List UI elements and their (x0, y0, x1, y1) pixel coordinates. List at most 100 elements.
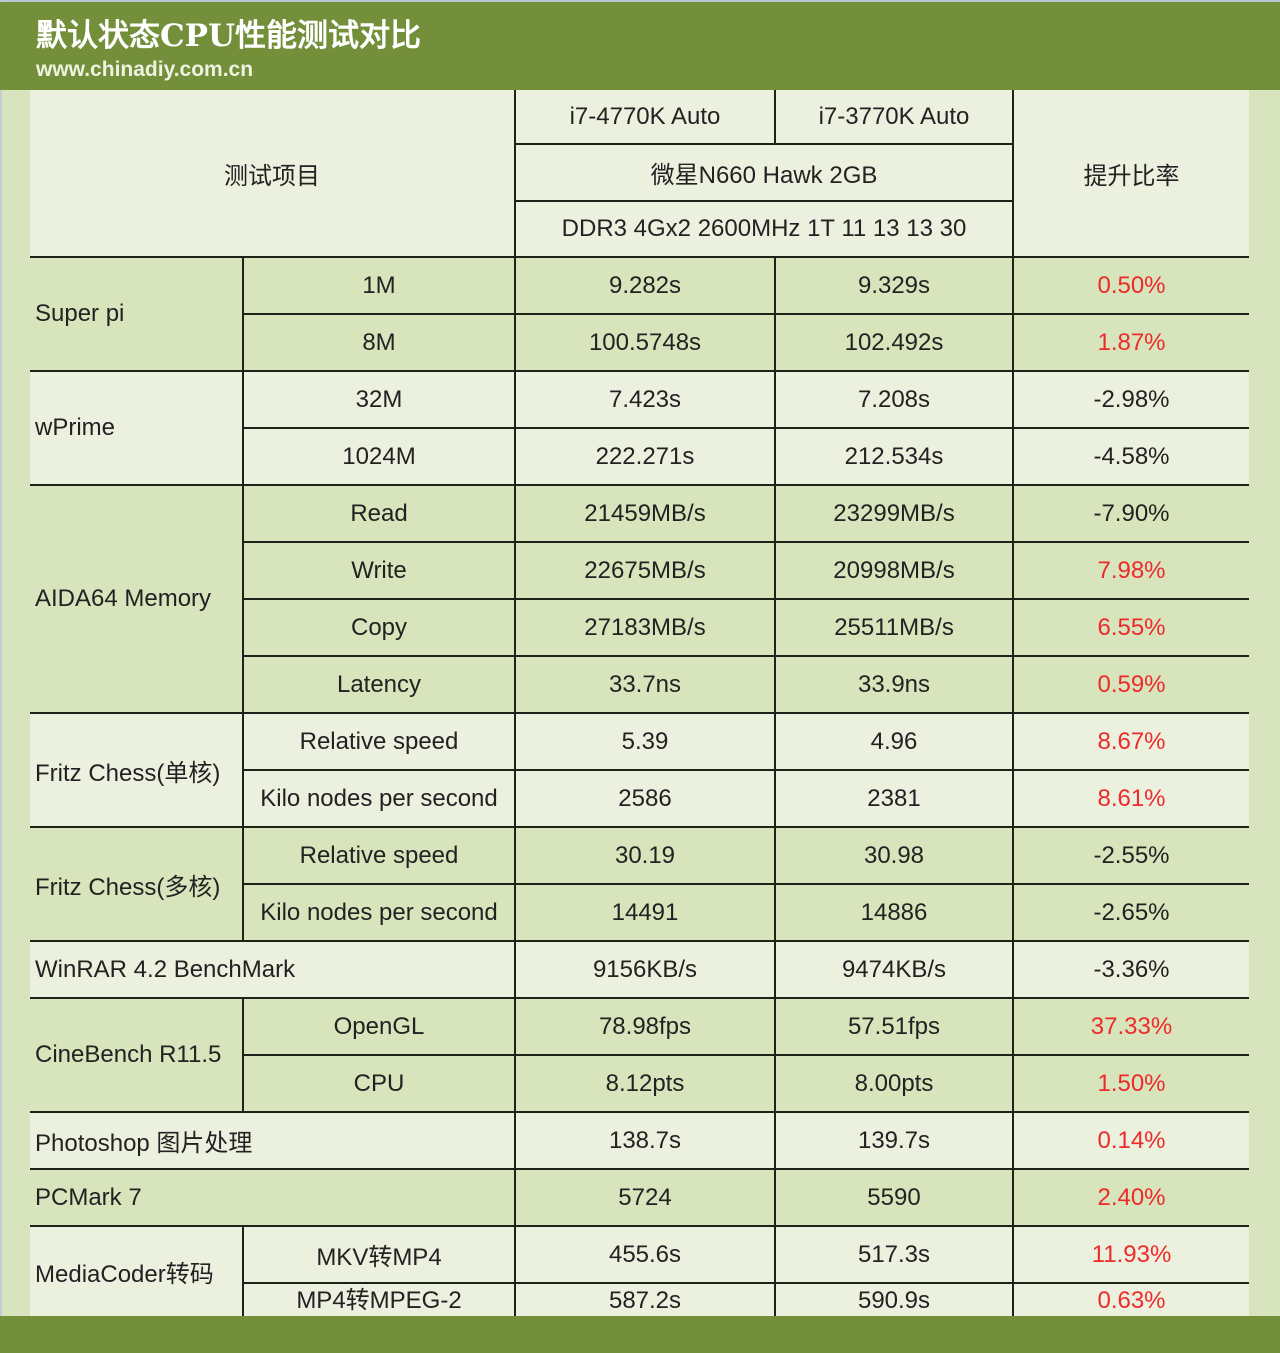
group-label: Fritz Chess(单核) (30, 712, 244, 828)
value-b: 25511MB/s (774, 598, 1014, 657)
table-row: Fritz Chess(多核) Relative speed 30.19 30.… (30, 826, 1249, 942)
value-a: 587.2s (514, 1282, 776, 1317)
ratio-value: 37.33% (1012, 997, 1249, 1056)
value-a: 100.5748s (514, 313, 776, 372)
value-b: 5590 (774, 1168, 1014, 1227)
value-a: 5.39 (514, 712, 776, 771)
table-row: Copy 27183MB/s 25511MB/s 6.55% (30, 598, 1249, 657)
ratio-value: 1.87% (1012, 313, 1249, 372)
ratio-value: 8.61% (1012, 769, 1249, 828)
ratio-value: -3.36% (1012, 940, 1249, 999)
ratio-value: 8.67% (1012, 712, 1249, 771)
sub-item: 1024M (242, 427, 516, 486)
header-band: 默认状态CPU性能测试对比 www.chinadiy.com.cn (0, 2, 1280, 90)
table-row: Super pi 1M 9.282s 9.329s 0.50% (30, 256, 1249, 372)
ratio-value: 0.59% (1012, 655, 1249, 714)
value-b: 7.208s (774, 370, 1014, 429)
value-b: 9474KB/s (774, 940, 1014, 999)
ratio-value: 1.50% (1012, 1054, 1249, 1113)
header-cpu-a: i7-4770K Auto (514, 90, 776, 145)
sub-item: CPU (242, 1054, 516, 1113)
value-a: 7.423s (514, 370, 776, 429)
value-a: 22675MB/s (514, 541, 776, 600)
value-b: 590.9s (774, 1282, 1014, 1317)
value-b: 8.00pts (774, 1054, 1014, 1113)
group-label: PCMark 7 (30, 1168, 516, 1227)
header-test-item: 测试项目 (30, 90, 516, 258)
table-row: WinRAR 4.2 BenchMark 9156KB/s 9474KB/s -… (30, 940, 1249, 999)
table-row: AIDA64 Memory Read 21459MB/s 23299MB/s -… (30, 484, 1249, 714)
value-b: 33.9ns (774, 655, 1014, 714)
top-edge (0, 0, 1280, 2)
value-b: 57.51fps (774, 997, 1014, 1056)
value-b: 30.98 (774, 826, 1014, 885)
value-a: 222.271s (514, 427, 776, 486)
value-a: 455.6s (514, 1225, 776, 1284)
sub-item: 32M (242, 370, 516, 429)
ratio-value: -2.65% (1012, 883, 1249, 942)
footer-band (0, 1316, 1280, 1353)
ratio-value: 6.55% (1012, 598, 1249, 657)
value-a: 5724 (514, 1168, 776, 1227)
group-label: MediaCoder转码 (30, 1225, 244, 1318)
group-label: wPrime (30, 370, 244, 486)
sub-item: OpenGL (242, 997, 516, 1056)
ratio-value: 0.14% (1012, 1111, 1249, 1170)
value-a: 14491 (514, 883, 776, 942)
site-url: www.chinadiy.com.cn (36, 58, 254, 81)
group-label: AIDA64 Memory (30, 484, 244, 714)
sub-item: MP4转MPEG-2 (242, 1282, 516, 1317)
ratio-value: 0.50% (1012, 256, 1249, 315)
left-edge (0, 0, 2, 1353)
value-b: 23299MB/s (774, 484, 1014, 543)
ratio-value: -2.98% (1012, 370, 1249, 429)
sub-item: Read (242, 484, 516, 543)
header-gpu: 微星N660 Hawk 2GB (514, 143, 1014, 202)
value-b: 20998MB/s (774, 541, 1014, 600)
group-label: Fritz Chess(多核) (30, 826, 244, 942)
sub-item: 8M (242, 313, 516, 372)
sub-item: Relative speed (242, 826, 516, 885)
group-label: CineBench R11.5 (30, 997, 244, 1113)
ratio-value: -2.55% (1012, 826, 1249, 885)
header-memory: DDR3 4Gx2 2600MHz 1T 11 13 13 30 (514, 200, 1014, 258)
value-a: 30.19 (514, 826, 776, 885)
sub-item: Copy (242, 598, 516, 657)
table-row: Fritz Chess(单核) Relative speed 5.39 4.96… (30, 712, 1249, 828)
ratio-value: -7.90% (1012, 484, 1249, 543)
table-row: CineBench R11.5 OpenGL 78.98fps 57.51fps… (30, 997, 1249, 1113)
value-a: 9156KB/s (514, 940, 776, 999)
group-label: Photoshop 图片处理 (30, 1111, 516, 1170)
table-row: PCMark 7 5724 5590 2.40% (30, 1168, 1249, 1227)
sub-item: MKV转MP4 (242, 1225, 516, 1284)
value-b: 212.534s (774, 427, 1014, 486)
header-ratio: 提升比率 (1012, 90, 1249, 258)
value-b: 2381 (774, 769, 1014, 828)
sub-item: Kilo nodes per second (242, 883, 516, 942)
value-a: 2586 (514, 769, 776, 828)
value-a: 9.282s (514, 256, 776, 315)
header-cpu-b: i7-3770K Auto (774, 90, 1014, 145)
sub-item: Kilo nodes per second (242, 769, 516, 828)
group-label: Super pi (30, 256, 244, 372)
ratio-value: 11.93% (1012, 1225, 1249, 1284)
value-b: 14886 (774, 883, 1014, 942)
table-row: Photoshop 图片处理 138.7s 139.7s 0.14% (30, 1111, 1249, 1170)
value-b: 517.3s (774, 1225, 1014, 1284)
value-a: 33.7ns (514, 655, 776, 714)
value-b: 4.96 (774, 712, 1014, 771)
sub-item: Latency (242, 655, 516, 714)
value-a: 21459MB/s (514, 484, 776, 543)
group-label: WinRAR 4.2 BenchMark (30, 940, 516, 999)
sub-item: 1M (242, 256, 516, 315)
value-b: 9.329s (774, 256, 1014, 315)
page-title: 默认状态CPU性能测试对比 (36, 18, 422, 54)
value-a: 8.12pts (514, 1054, 776, 1113)
sub-item: Write (242, 541, 516, 600)
table-row: wPrime 32M 7.423s 7.208s -2.98% (30, 370, 1249, 486)
value-a: 27183MB/s (514, 598, 776, 657)
benchmark-table: 测试项目 i7-4770K Auto i7-3770K Auto 提升比率 微星… (30, 90, 1249, 1318)
table-row: MediaCoder转码 MKV转MP4 455.6s 517.3s 11.93… (30, 1225, 1249, 1318)
value-a: 78.98fps (514, 997, 776, 1056)
ratio-value: -4.58% (1012, 427, 1249, 486)
